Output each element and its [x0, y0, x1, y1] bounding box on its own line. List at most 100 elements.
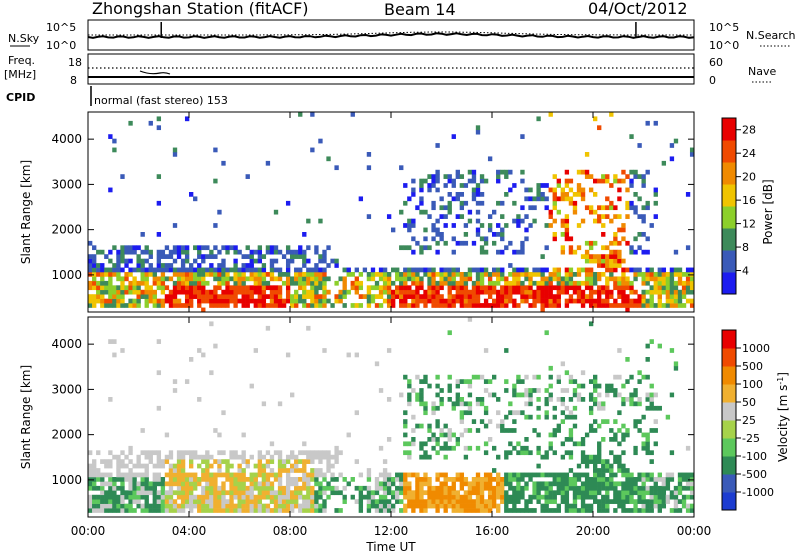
heatmap-cell	[160, 485, 166, 491]
heatmap-cell	[637, 272, 642, 277]
heatmap-cell	[605, 388, 610, 393]
heatmap-cell	[92, 494, 97, 500]
heatmap-cell	[451, 178, 456, 184]
heatmap-cell	[516, 272, 521, 277]
heatmap-cell	[176, 494, 182, 500]
heatmap-cell	[605, 303, 610, 308]
heatmap-cell	[459, 240, 465, 246]
heatmap-cell	[116, 254, 121, 259]
heatmap-cell	[302, 258, 307, 264]
heatmap-cell	[281, 459, 287, 464]
heatmap-cell	[148, 508, 153, 513]
heatmap-cell	[552, 472, 557, 478]
heatmap-cell	[584, 285, 590, 291]
heatmap-cell	[96, 267, 101, 273]
x-tick-label: 20:00	[576, 524, 611, 538]
heatmap-cell	[205, 468, 210, 473]
heatmap-cell	[520, 298, 525, 304]
heatmap-cell	[112, 339, 117, 344]
heatmap-cell	[354, 459, 359, 464]
heatmap-cell	[637, 490, 642, 496]
heatmap-cell	[193, 280, 198, 286]
heatmap-cell	[366, 276, 372, 282]
heatmap-cell	[467, 294, 473, 299]
heatmap-cell	[584, 174, 590, 179]
heatmap-cell	[597, 214, 602, 219]
heatmap-cell	[633, 419, 638, 424]
heatmap-cell	[193, 285, 198, 291]
heatmap-cell	[120, 254, 125, 259]
heatmap-cell	[621, 294, 626, 299]
heatmap-cell	[88, 499, 93, 504]
heatmap-cell	[245, 174, 250, 179]
heatmap-cell	[197, 272, 202, 277]
heatmap-cell	[463, 200, 469, 206]
heatmap-cell	[637, 303, 642, 308]
heatmap-cell	[641, 485, 646, 491]
heatmap-cell	[657, 508, 662, 513]
heatmap-cell	[180, 490, 186, 496]
heatmap-cell	[326, 463, 331, 469]
heatmap-cell	[645, 432, 650, 438]
heatmap-cell	[306, 280, 311, 286]
heatmap-cell	[431, 178, 436, 184]
heatmap-cell	[354, 289, 359, 295]
heatmap-cell	[314, 490, 319, 496]
heatmap-cell	[164, 285, 170, 291]
heatmap-cell	[504, 348, 509, 353]
heatmap-cell	[217, 298, 222, 304]
heatmap-cell	[249, 494, 254, 500]
heatmap-cell	[419, 249, 424, 255]
heatmap-cell	[657, 477, 662, 482]
heatmap-cell	[613, 437, 618, 442]
heatmap-cell	[605, 490, 610, 496]
heatmap-cell	[556, 481, 561, 487]
colorbar-segment	[722, 366, 736, 385]
heatmap-cell	[487, 379, 493, 384]
heatmap-cell	[471, 196, 477, 202]
heatmap-cell	[217, 490, 222, 496]
heatmap-cell	[213, 289, 218, 295]
heatmap-cell	[318, 138, 323, 144]
heatmap-cell	[593, 490, 598, 496]
heatmap-cell	[378, 267, 384, 273]
heatmap-cell	[483, 249, 489, 255]
heatmap-cell	[245, 508, 250, 513]
heatmap-cell	[520, 289, 525, 295]
heatmap-cell	[496, 485, 501, 491]
heatmap-cell	[641, 174, 646, 179]
heatmap-cell	[601, 178, 606, 184]
heatmap-cell	[330, 490, 335, 496]
heatmap-cell	[580, 187, 586, 193]
heatmap-cell	[209, 454, 214, 460]
heatmap-cell	[366, 485, 372, 491]
heatmap-cell	[403, 494, 408, 500]
heatmap-cell	[645, 485, 650, 491]
heatmap-cell	[532, 388, 537, 393]
heatmap-cell	[556, 485, 561, 491]
heatmap-cell	[415, 423, 420, 429]
heatmap-cell	[241, 481, 246, 487]
heatmap-cell	[423, 441, 428, 447]
heatmap-cell	[572, 392, 578, 398]
heatmap-cell	[140, 494, 145, 500]
heatmap-cell	[245, 485, 250, 491]
heatmap-cell	[564, 192, 570, 197]
heatmap-cell	[168, 267, 174, 273]
heatmap-cell	[318, 490, 323, 496]
heatmap-cell	[225, 280, 230, 286]
heatmap-cell	[451, 503, 456, 509]
heatmap-cell	[399, 485, 404, 491]
heatmap-cell	[120, 477, 125, 482]
heatmap-cell	[528, 388, 533, 393]
heatmap-cell	[496, 397, 501, 402]
heatmap-cell	[92, 463, 97, 469]
heatmap-cell	[544, 485, 549, 491]
heatmap-cell	[431, 236, 436, 242]
heatmap-cell	[496, 508, 501, 513]
y-tick-label: 2000	[51, 428, 82, 442]
heatmap-cell	[302, 232, 307, 237]
heatmap-cell	[593, 280, 598, 286]
heatmap-cell	[645, 267, 650, 273]
heatmap-cell	[609, 388, 614, 393]
